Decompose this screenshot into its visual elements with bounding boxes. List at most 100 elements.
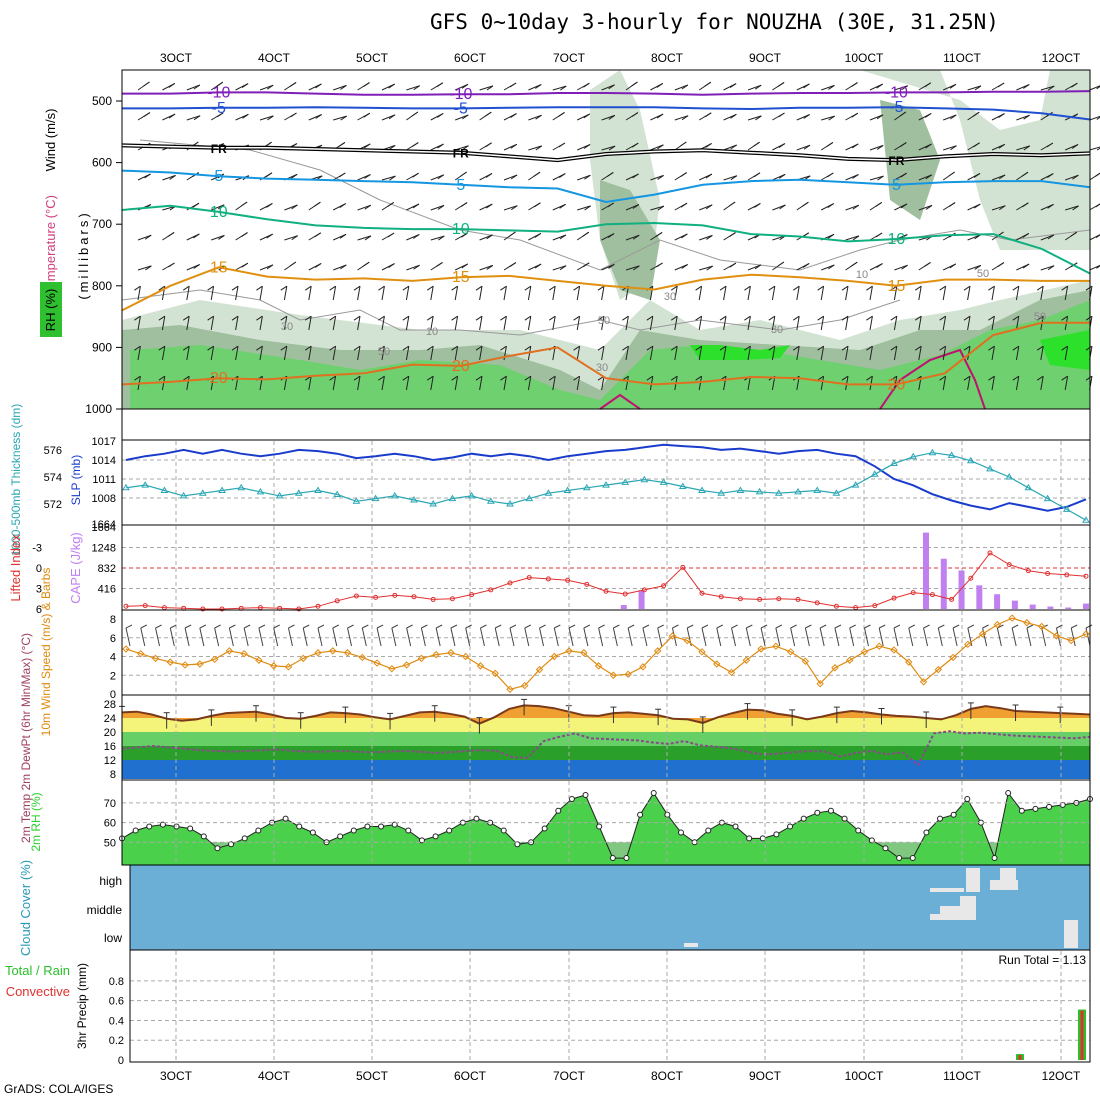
rh2m-fill: [122, 793, 1090, 865]
wind10-marker: [772, 642, 780, 650]
wind-barb-flag: [509, 82, 517, 88]
wind-barb-flag: [997, 262, 1005, 268]
wind-barb-flag: [753, 172, 761, 178]
wind-barb: [332, 286, 337, 301]
wind-barb-flag: [817, 315, 824, 321]
wind-barb-flag: [728, 201, 736, 207]
wind-barb: [918, 316, 922, 331]
wind-barb-flag: [841, 345, 849, 351]
temp-contour-label: -10: [207, 84, 230, 101]
wind-barb: [406, 264, 420, 271]
wind-barb-flag: [304, 315, 312, 321]
wind-barb: [552, 316, 556, 331]
wind10-barb: [524, 627, 530, 647]
rh2m-marker: [568, 795, 575, 802]
wind-barb-flag: [719, 315, 727, 321]
wind10-barb: [893, 627, 899, 647]
wind-barb-flag: [778, 143, 786, 149]
wind-barb-flag: [290, 112, 297, 118]
wind-barb-flag: [1012, 315, 1020, 321]
wind-barb: [625, 286, 629, 301]
wind-barb-flag: [500, 315, 507, 321]
wind-barb: [381, 346, 385, 361]
wind-barb-flag: [266, 264, 274, 270]
wind-barb: [332, 316, 337, 331]
bottom-x-tick-label: 6OCT: [454, 1069, 487, 1083]
thickness-marker: [1082, 516, 1090, 523]
dew-band-dark: [122, 746, 1090, 760]
wind-barb-flag: [877, 175, 884, 181]
wind-barb-flag: [988, 285, 995, 291]
thickness-marker: [602, 481, 610, 488]
wind-barb: [699, 265, 713, 271]
wind-barb: [430, 286, 434, 301]
wind-barb-flag: [1047, 265, 1055, 271]
wind-barb-flag: [1071, 82, 1078, 88]
li-tick-label: 0: [36, 563, 42, 575]
wind10-marker: [727, 668, 736, 677]
wind-barb: [430, 204, 445, 211]
wind10-barb-flag: [1011, 624, 1019, 629]
li-marker: [680, 564, 686, 570]
wind10-barb-flag: [893, 624, 901, 629]
wind-barb-flag: [988, 375, 995, 381]
wind10-marker: [964, 640, 972, 649]
rh-contour-label: 30: [771, 324, 783, 336]
wind-barb: [455, 114, 469, 121]
wind-barb-flag: [777, 261, 785, 267]
wind-barb: [137, 265, 152, 271]
wind-barb-flag: [500, 345, 507, 351]
wind-barbs: [134, 81, 1100, 391]
wind-barb-flag: [548, 315, 556, 321]
temp-contour-15: [121, 266, 1090, 312]
wind10-marker: [225, 647, 234, 655]
wind-barb: [333, 264, 347, 271]
wind-barb-flag: [890, 345, 898, 351]
wind-barb-flag: [1061, 345, 1068, 351]
pressure-tick-label: 800: [92, 279, 112, 293]
wind-barb: [845, 286, 849, 301]
wind-barb: [942, 376, 947, 391]
li-marker: [641, 587, 647, 593]
rh2m-marker: [609, 855, 616, 862]
wind-barb-flag: [143, 112, 151, 118]
thickness-marker: [410, 495, 418, 503]
rh2m-marker: [296, 823, 303, 830]
cloud-block: [966, 868, 980, 892]
rh-blob-5: [860, 70, 1090, 250]
li-marker: [123, 603, 129, 609]
wind-barb-flag: [387, 232, 395, 238]
wind-barb-flag: [850, 261, 858, 267]
wind-barb-flag: [1021, 171, 1029, 177]
wind10-marker: [860, 648, 869, 656]
wind-barb-flag: [256, 345, 263, 351]
wind-barb: [381, 175, 396, 181]
wind-barb-flag: [461, 232, 468, 238]
wind-barb-flag: [914, 285, 922, 291]
wind-barb-flag: [378, 375, 385, 381]
wind10-barb: [479, 627, 485, 647]
wind-barb-flag: [939, 375, 946, 381]
wind-barb-flag: [632, 173, 639, 179]
wind10-barb-flag: [746, 624, 753, 629]
slp-lower-tick: 1664: [92, 519, 116, 531]
wind-barb: [1040, 346, 1044, 361]
rh-side-label: RH (%): [43, 289, 58, 332]
wind-barb-flag: [754, 202, 761, 208]
rh2m-marker: [173, 823, 180, 830]
wind10-barb-flag: [879, 624, 886, 629]
wind-barb-flag: [280, 315, 288, 321]
wind-barb: [479, 316, 483, 331]
wind-barb-flag: [695, 285, 702, 291]
wind-barb-flag: [1072, 174, 1079, 180]
wind-barb-flag: [755, 115, 762, 121]
li-line: [125, 552, 1087, 610]
wind10-marker: [491, 669, 499, 678]
wind-barb-flag: [329, 315, 336, 321]
wind-barb-flag: [484, 111, 492, 117]
wind10-barb: [923, 627, 929, 647]
wind-barb-flag: [792, 315, 800, 321]
thickness-marker: [851, 481, 860, 488]
li-marker: [661, 583, 667, 589]
